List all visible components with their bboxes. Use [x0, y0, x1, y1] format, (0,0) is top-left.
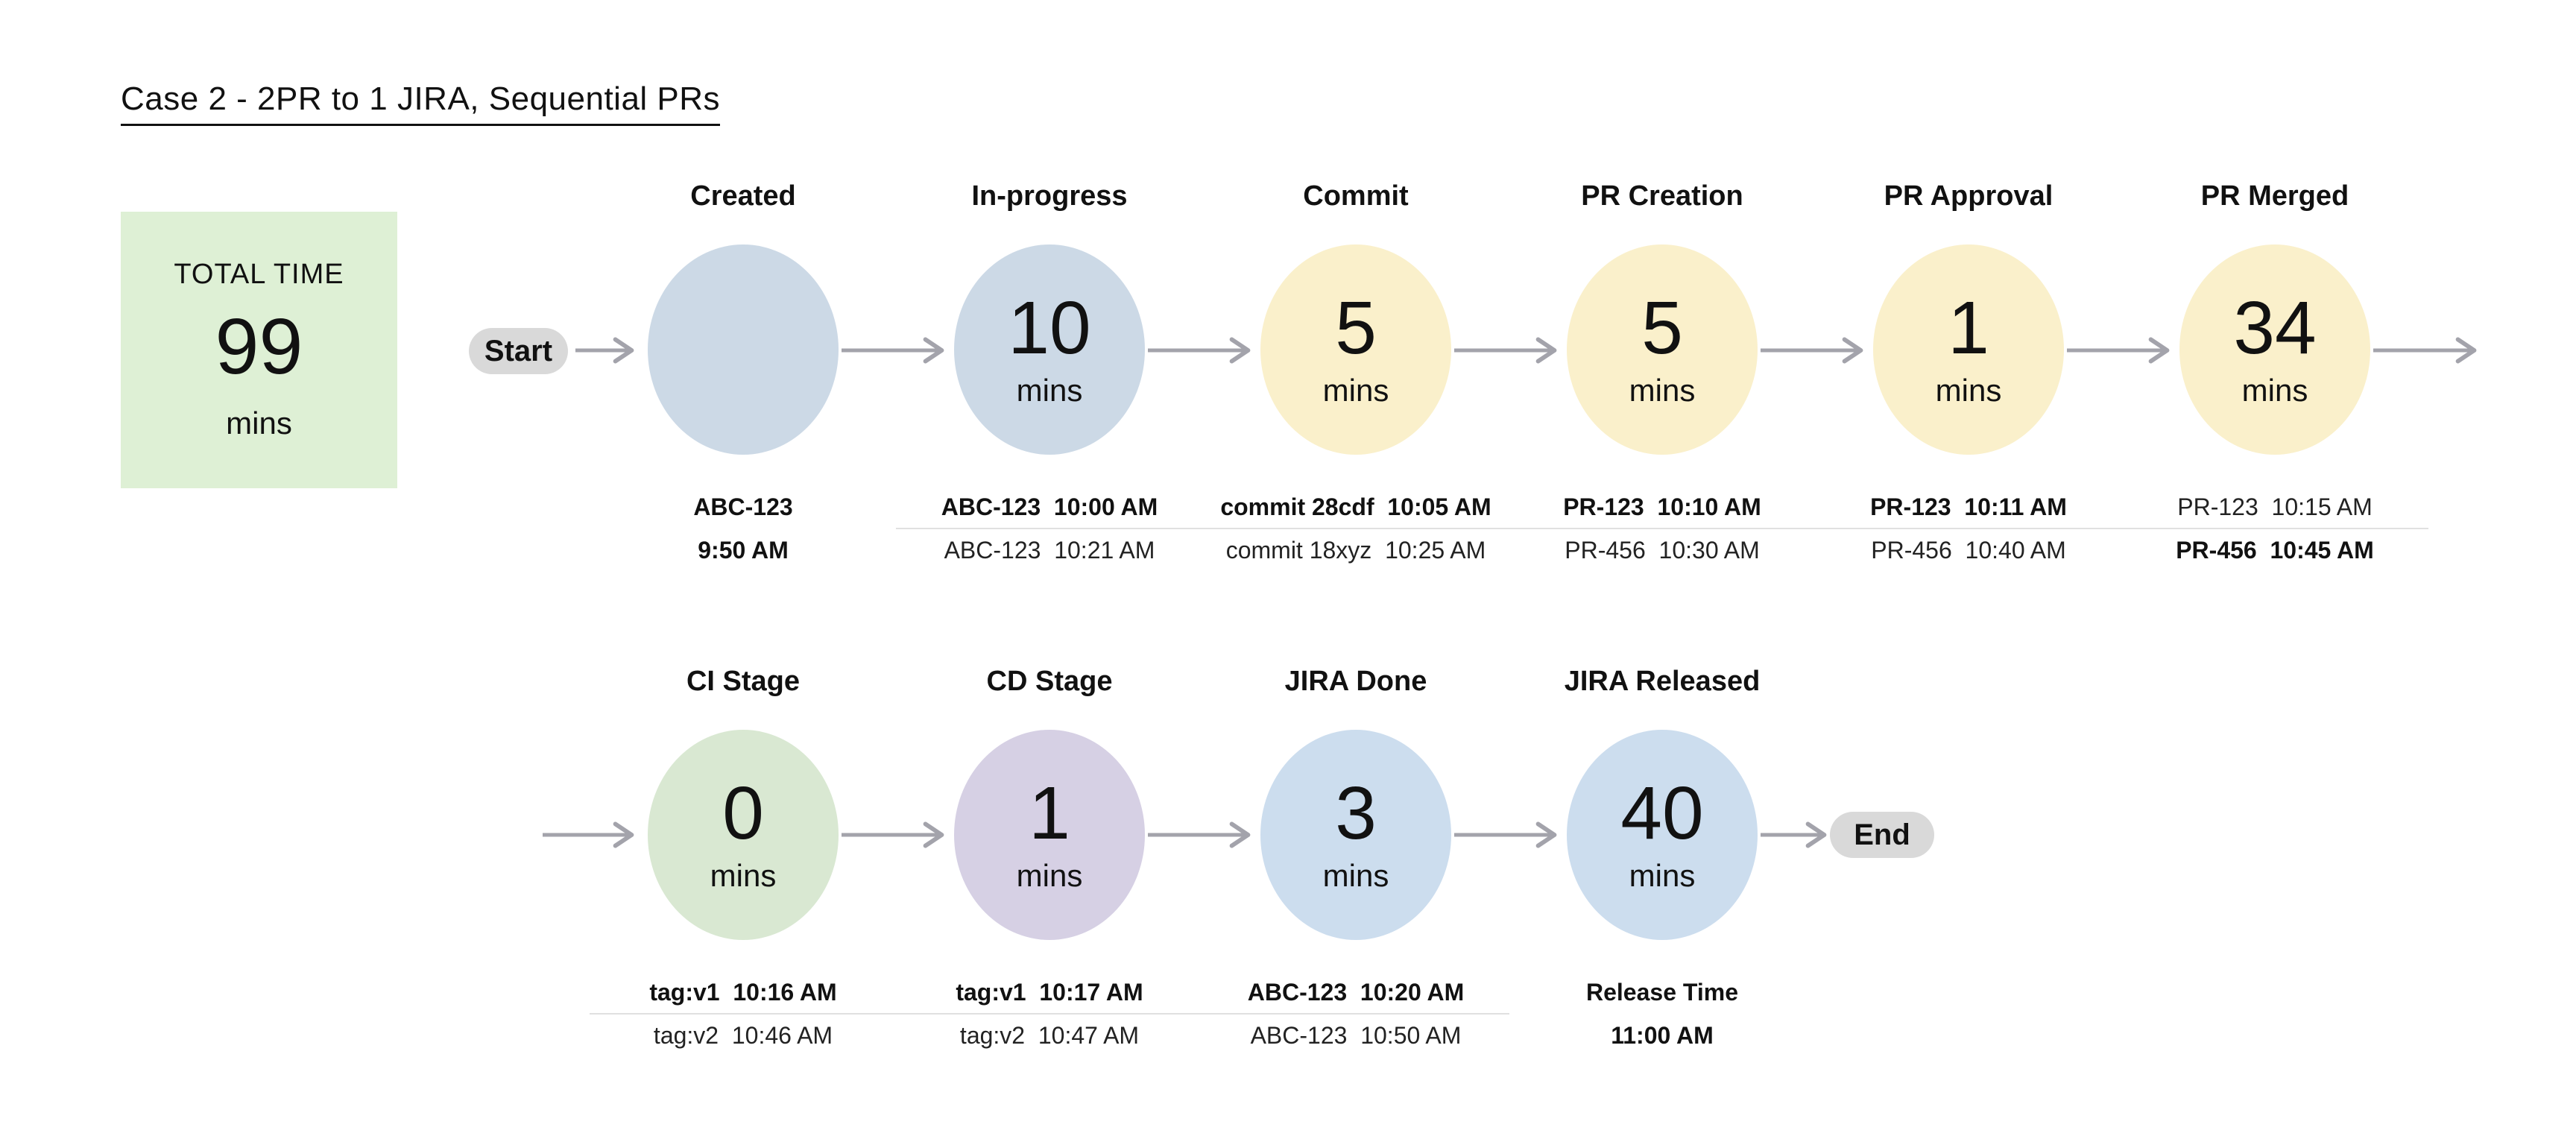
stage-labels: tag:v1 10:17 AM tag:v2 10:47 AM [896, 976, 1203, 1052]
label-separator [1202, 528, 1509, 529]
stage-value: 0 [722, 772, 764, 855]
stage-label-line: ABC-123 [693, 493, 793, 520]
stage-label-line: 11:00 AM [1611, 1022, 1714, 1049]
stage-cd-stage: CD Stage 1 mins tag:v1 10:17 AM tag:v2 1… [896, 666, 1203, 1098]
stage-label-line: tag:v2 10:47 AM [959, 1022, 1140, 1049]
stage-pr-approval: PR Approval 1 mins PR-123 10:11 AM PR-45… [1815, 180, 2122, 613]
total-time-value: 99 [215, 303, 303, 391]
stage-circle: 5 mins [1260, 244, 1451, 455]
stage-labels: ABC-123 10:20 AM ABC-123 10:50 AM [1202, 976, 1509, 1052]
stage-title: CD Stage [986, 666, 1113, 697]
stage-title: JIRA Released [1564, 666, 1761, 697]
stage-value: 40 [1620, 772, 1704, 855]
label-separator [2121, 528, 2428, 529]
stage-circle: 40 mins [1567, 730, 1758, 940]
stage-title: JIRA Done [1284, 666, 1427, 697]
stage-unit: mins [1322, 373, 1389, 408]
stage-label-line: tag:v1 10:16 AM [649, 979, 837, 1006]
stage-labels: ABC-123 9:50 AM [590, 490, 897, 567]
end-pill: End [1830, 812, 1934, 858]
stage-unit: mins [1935, 373, 2002, 408]
stage-label-line: tag:v1 10:17 AM [956, 979, 1143, 1006]
stage-in-progress: In-progress 10 mins ABC-123 10:00 AM ABC… [896, 180, 1203, 613]
stage-circle: 0 mins [648, 730, 839, 940]
stage-value: 3 [1335, 772, 1377, 855]
stage-label-line: 9:50 AM [698, 537, 789, 564]
stage-pr-merged: PR Merged 34 mins PR-123 10:15 AM PR-456… [2121, 180, 2428, 613]
stage-commit: Commit 5 mins commit 28cdf 10:05 AM comm… [1202, 180, 1509, 613]
stage-unit: mins [2241, 373, 2308, 408]
stage-label-line: PR-123 10:11 AM [1870, 493, 2067, 520]
stage-label-line: PR-456 10:40 AM [1871, 537, 2066, 564]
stage-circle: 1 mins [954, 730, 1145, 940]
label-separator [1202, 1013, 1509, 1015]
stage-value: 1 [1948, 286, 1989, 370]
stage-label-line: ABC-123 10:00 AM [941, 493, 1158, 520]
stage-labels: PR-123 10:10 AM PR-456 10:30 AM [1509, 490, 1816, 567]
stage-value: 5 [1335, 286, 1377, 370]
stage-label-line: ABC-123 10:21 AM [944, 537, 1155, 564]
total-time-box: TOTAL TIME 99 mins [121, 212, 397, 488]
stage-title: Commit [1303, 180, 1409, 212]
stage-unit: mins [1322, 858, 1389, 893]
stage-label-line: ABC-123 10:20 AM [1247, 979, 1465, 1006]
stage-label-line: PR-456 10:45 AM [2176, 537, 2374, 564]
stage-label-line: tag:v2 10:46 AM [653, 1022, 833, 1049]
stage-title: CI Stage [686, 666, 801, 697]
stage-value: 1 [1029, 772, 1070, 855]
label-separator [590, 1013, 897, 1015]
stage-unit: mins [1629, 858, 1696, 893]
stage-title: PR Approval [1884, 180, 2053, 212]
stage-labels: tag:v1 10:16 AM tag:v2 10:46 AM [590, 976, 897, 1052]
stage-labels: ABC-123 10:00 AM ABC-123 10:21 AM [896, 490, 1203, 567]
stage-title: In-progress [971, 180, 1128, 212]
stage-label-line: ABC-123 10:50 AM [1250, 1022, 1462, 1049]
stage-circle: 5 mins [1567, 244, 1758, 455]
stage-created: Created ABC-123 9:50 AM [590, 180, 897, 613]
stage-unit: mins [710, 858, 777, 893]
stage-title: Created [690, 180, 796, 212]
stage-value: 34 [2233, 286, 2317, 370]
stage-circle: 10 mins [954, 244, 1145, 455]
stage-title: PR Merged [2200, 180, 2349, 212]
stage-unit: mins [1016, 858, 1083, 893]
stage-ci-stage: CI Stage 0 mins tag:v1 10:16 AM tag:v2 1… [590, 666, 897, 1098]
total-time-label: TOTAL TIME [174, 259, 344, 290]
total-time-unit: mins [226, 406, 292, 441]
stage-labels: PR-123 10:15 AM PR-456 10:45 AM [2121, 490, 2428, 567]
stage-label-line: PR-123 10:10 AM [1563, 493, 1761, 520]
stage-title: PR Creation [1581, 180, 1743, 212]
label-separator [1509, 528, 1816, 529]
stage-labels: Release Time 11:00 AM [1509, 976, 1816, 1052]
stage-jira-released: JIRA Released 40 mins Release Time 11:00… [1509, 666, 1816, 1098]
stage-circle: 1 mins [1873, 244, 2064, 455]
stage-label-line: PR-456 10:30 AM [1565, 537, 1760, 564]
stage-labels: commit 28cdf 10:05 AM commit 18xyz 10:25… [1202, 490, 1509, 567]
stage-circle: 34 mins [2179, 244, 2370, 455]
stage-unit: mins [1016, 373, 1083, 408]
stage-labels: PR-123 10:11 AM PR-456 10:40 AM [1815, 490, 2122, 567]
stage-label-line: commit 18xyz 10:25 AM [1225, 537, 1486, 564]
stage-jira-done: JIRA Done 3 mins ABC-123 10:20 AM ABC-12… [1202, 666, 1509, 1098]
stage-unit: mins [1629, 373, 1696, 408]
stage-label-line: commit 28cdf 10:05 AM [1220, 493, 1491, 520]
label-separator [1815, 528, 2122, 529]
label-separator [896, 1013, 1203, 1015]
start-pill: Start [469, 328, 568, 374]
stage-pr-creation: PR Creation 5 mins PR-123 10:10 AM PR-45… [1509, 180, 1816, 613]
page-title: Case 2 - 2PR to 1 JIRA, Sequential PRs [121, 81, 721, 126]
label-separator [896, 528, 1203, 529]
stage-label-line: PR-123 10:15 AM [2177, 493, 2373, 520]
stage-value: 10 [1008, 286, 1091, 370]
stage-value: 5 [1641, 286, 1683, 370]
stage-circle: 3 mins [1260, 730, 1451, 940]
stage-circle [648, 244, 839, 455]
stage-label-line: Release Time [1586, 979, 1738, 1006]
